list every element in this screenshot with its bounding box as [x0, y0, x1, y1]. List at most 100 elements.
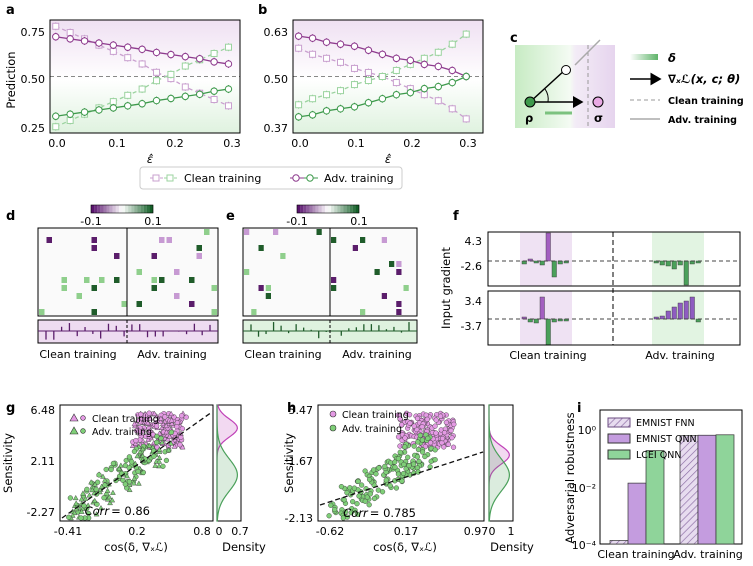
legend-grad: ∇ₓℒ(x, c; θ) [668, 72, 740, 86]
colorbar-cell [143, 205, 147, 213]
legend-marker-adv [290, 174, 318, 182]
heatmap-cell [360, 309, 366, 315]
delta-legend-arrow [630, 54, 658, 60]
scatter-point [101, 495, 107, 501]
scatter-point [382, 463, 388, 469]
ytick: -2.27 [27, 506, 55, 519]
data-point [52, 33, 60, 41]
xtick: 0.2 [128, 525, 146, 538]
data-point [224, 85, 233, 93]
vec-up [529, 69, 566, 103]
scatter-point [366, 502, 372, 508]
corr-label: Corr = 0.86 [85, 504, 150, 518]
xtick: 0.3 [223, 137, 241, 150]
heatmap-cell [374, 269, 380, 275]
xtick: 0.1 [108, 137, 126, 150]
heatmap-cell [166, 237, 172, 243]
heatmap-cell [211, 309, 217, 315]
gradient-bar [533, 318, 539, 324]
fit-line [61, 411, 213, 519]
legend-h [329, 410, 337, 432]
data-point [434, 97, 442, 105]
scatter-point [154, 439, 160, 446]
heatmap-cell [159, 237, 165, 243]
colorbar-border [296, 204, 360, 214]
data-point [66, 35, 74, 43]
label-clean: Clean training [244, 348, 321, 361]
legend-swatch-fnn [607, 417, 631, 428]
ytick: 10⁰ [578, 424, 597, 437]
data-point [295, 44, 303, 52]
xcat: Clean training [597, 548, 674, 561]
colorbar-cell [328, 205, 332, 213]
scatter-point [449, 435, 455, 441]
gradient-bar [671, 260, 677, 270]
data-point [364, 99, 373, 107]
scatter-point [101, 477, 108, 483]
data-point [322, 38, 331, 46]
legend-marker-clean [150, 174, 178, 182]
x-label: ε̂ [147, 152, 154, 166]
legend-clean: Clean training [342, 410, 409, 421]
ytick: 2.11 [31, 455, 56, 468]
scatter-point [397, 449, 403, 455]
chart-a: 0.75 0.50 0.25 0.0 0.1 0.2 0.3 ε̂ Predic… [4, 19, 241, 166]
scatter-point [82, 495, 89, 501]
heatmap-cell [396, 301, 402, 307]
colorbar-border [90, 204, 154, 214]
data-point [350, 81, 358, 89]
scatter-point [367, 491, 373, 497]
legend-adv: Adv. training [342, 424, 402, 435]
bar [715, 434, 735, 545]
heatmap-cell [196, 253, 202, 259]
scatter-point [411, 423, 417, 429]
scatter-point [91, 497, 98, 503]
adv-point [561, 65, 571, 75]
scatter-point [370, 467, 377, 473]
fit-line [319, 451, 484, 506]
data-point [195, 90, 204, 98]
data-point [181, 62, 189, 70]
x-label: cos(δ, ∇ₓℒ) [104, 540, 168, 554]
legend-dot-clean [80, 415, 86, 421]
den-xtick: 1 [508, 525, 515, 538]
data-point [434, 62, 442, 71]
scatter-point [84, 486, 90, 492]
heatmap-cell [273, 229, 279, 235]
data-point [350, 42, 359, 50]
density-label: Density [222, 540, 266, 554]
ytick: 0.63 [264, 26, 289, 39]
ytick: 0.75 [21, 26, 46, 39]
heatmap-cell [99, 277, 105, 283]
scatter-point [326, 513, 332, 519]
heatmap-cell [403, 285, 409, 291]
data-point [124, 91, 132, 99]
scatter-point [414, 415, 421, 422]
gradient-bar [677, 260, 683, 266]
scatter-point [122, 481, 128, 487]
scatter-point [417, 432, 423, 438]
corr-word: Corr [343, 506, 369, 520]
den-xtick: 0 [216, 525, 223, 538]
ytick: -2.13 [285, 512, 313, 525]
colorbar-cell [125, 205, 129, 213]
gradient-bar [677, 302, 683, 320]
corr-word: Corr [85, 504, 111, 518]
legend-dot-adv [329, 424, 337, 432]
gradient-bar [545, 318, 551, 346]
scatter-point [356, 493, 362, 499]
data-point [153, 68, 161, 76]
scatter-point [126, 486, 133, 492]
scatter-point [419, 437, 425, 443]
colorbar-cell [122, 205, 126, 213]
scatter-point [432, 457, 438, 463]
scatter-point [445, 441, 451, 447]
data-point [195, 55, 204, 63]
data-point [52, 112, 60, 120]
den-xtick: 0.7 [231, 525, 249, 538]
data-point [138, 60, 146, 68]
scatter-point [78, 508, 85, 514]
scatter-point [126, 481, 133, 487]
heatmap-cell [84, 277, 90, 283]
data-point [109, 41, 118, 49]
